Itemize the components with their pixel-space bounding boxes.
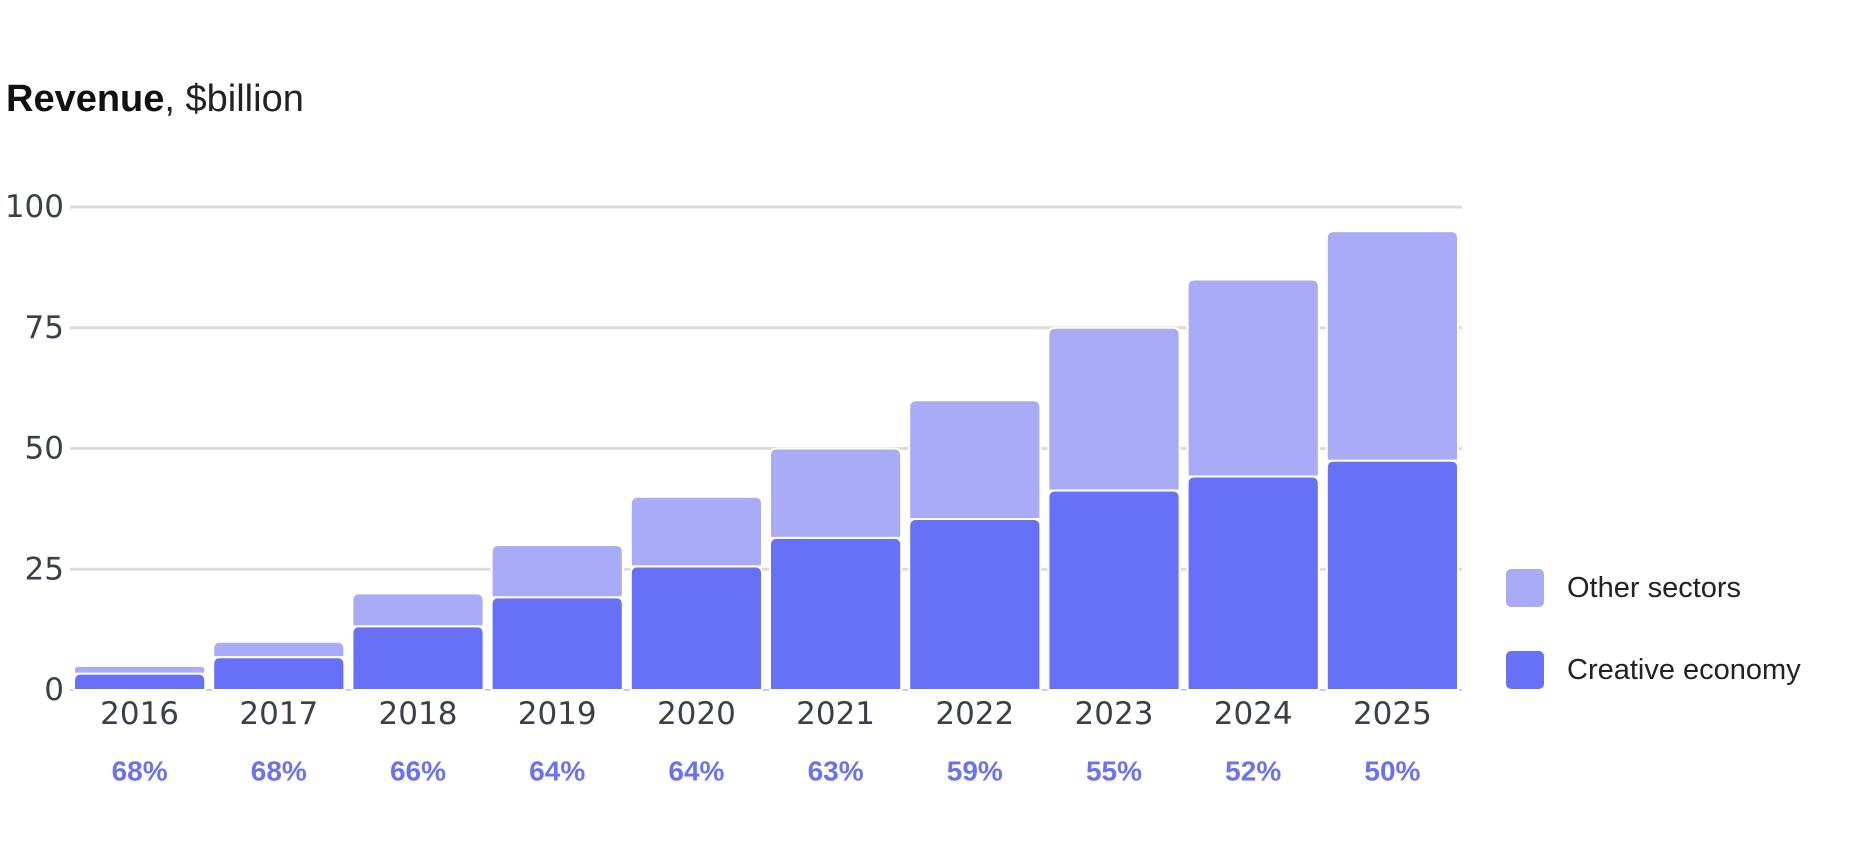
bar-other-sectors-2021	[769, 447, 903, 539]
x-tick-label-2024: 2024	[1214, 696, 1293, 732]
legend-label-other-sectors: Other sectors	[1567, 572, 1741, 604]
bar-creative-economy-2023	[1047, 489, 1181, 691]
x-tick-label-2018: 2018	[379, 696, 458, 732]
bar-creative-economy-2018	[351, 625, 485, 691]
chart-title-separator: ,	[164, 78, 186, 120]
bar-other-sectors-2019	[490, 544, 624, 599]
x-tick-label-2022: 2022	[935, 696, 1014, 732]
x-tick-label-2025: 2025	[1353, 696, 1432, 732]
bar-creative-economy-2022	[908, 518, 1042, 691]
bar-other-sectors-2023	[1047, 326, 1181, 492]
legend-swatch-other-sectors	[1506, 569, 1544, 607]
y-axis-ticks: 0 25 50 75 100	[5, 189, 64, 708]
share-label-2019: 64%	[529, 756, 585, 787]
share-labels: 68% 68% 66% 64% 64% 63% 59% 55% 52% 50%	[112, 756, 1421, 787]
bar-other-sectors-2024	[1186, 278, 1320, 478]
share-label-2022: 59%	[947, 756, 1003, 787]
legend: Other sectors Creative economy	[1506, 569, 1801, 689]
share-label-2024: 52%	[1225, 756, 1281, 787]
bar-other-sectors-2022	[908, 399, 1042, 521]
bar-creative-economy-2024	[1186, 475, 1320, 691]
x-tick-label-2020: 2020	[657, 696, 736, 732]
share-label-2025: 50%	[1364, 756, 1420, 787]
bar-other-sectors-2018	[351, 592, 485, 628]
y-tick-label-25: 25	[25, 551, 64, 587]
share-label-2016: 68%	[112, 756, 168, 787]
legend-swatch-creative-economy	[1506, 651, 1544, 689]
bar-other-sectors-2025	[1325, 230, 1459, 462]
share-label-2018: 66%	[390, 756, 446, 787]
share-label-2023: 55%	[1086, 756, 1142, 787]
x-tick-label-2017: 2017	[239, 696, 318, 732]
bar-other-sectors-2017	[212, 640, 346, 659]
x-tick-label-2016: 2016	[100, 696, 179, 732]
share-label-2021: 63%	[808, 756, 864, 787]
y-tick-label-50: 50	[25, 431, 64, 467]
bar-creative-economy-2019	[490, 596, 624, 691]
x-axis-ticks: 2016 2017 2018 2019 2020 2021 2022 2023 2024 2025	[100, 696, 1432, 732]
share-label-2020: 64%	[668, 756, 724, 787]
bar-other-sectors-2020	[629, 495, 763, 568]
bar-creative-economy-2021	[769, 536, 903, 691]
y-tick-label-100: 100	[5, 189, 64, 225]
bar-other-sectors-2016	[73, 664, 207, 675]
x-tick-label-2019: 2019	[518, 696, 597, 732]
x-tick-label-2021: 2021	[796, 696, 875, 732]
bars	[73, 230, 1459, 691]
chart-title-main: Revenue	[6, 78, 165, 120]
chart-title: Revenue, $billion	[6, 78, 304, 121]
chart-title-unit: $billion	[185, 78, 304, 120]
bar-creative-economy-2025	[1325, 459, 1459, 691]
bar-creative-economy-2016	[73, 672, 207, 691]
y-tick-label-0: 0	[44, 672, 64, 708]
share-label-2017: 68%	[251, 756, 307, 787]
legend-label-creative-economy: Creative economy	[1567, 654, 1801, 686]
bar-creative-economy-2020	[629, 565, 763, 691]
x-tick-label-2023: 2023	[1075, 696, 1154, 732]
y-tick-label-75: 75	[25, 310, 64, 346]
bar-creative-economy-2017	[212, 656, 346, 691]
